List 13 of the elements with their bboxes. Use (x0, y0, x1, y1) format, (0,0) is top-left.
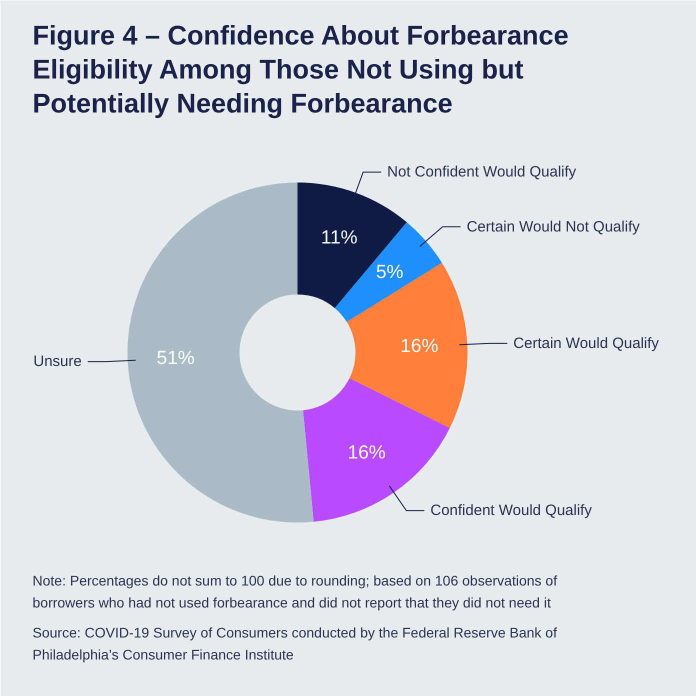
data-label: 16% (348, 442, 386, 464)
data-label: 11% (320, 227, 358, 248)
slice-label: Confident Would Qualify (430, 502, 592, 520)
text: Note: Percentages do not sum to 100 due to rounding; based on 106 observations of borrowers who had not used forbearance and did not report that they did not need it (32, 572, 558, 610)
source-note: Source: COVID-19 Survey of Consumers conducted by the Federal Reserve Bank of Philadelphia’s Consumer Finance Institute (32, 624, 558, 662)
slice-label: Certain Would Not Qualify (466, 218, 640, 236)
slice-label: Unsure (33, 353, 82, 370)
slice-label: Not Confident Would Qualify (387, 164, 577, 181)
data-label: 51% (156, 348, 195, 369)
data-label: 5% (376, 262, 404, 284)
slice-label: Certain Would Qualify (513, 334, 660, 352)
data-label: 16% (400, 336, 438, 358)
chart-title: Figure 4 – Confidence About Forbearance Eligibility Among Those Not Using but Potentially Needing Forbearance (32, 20, 569, 118)
